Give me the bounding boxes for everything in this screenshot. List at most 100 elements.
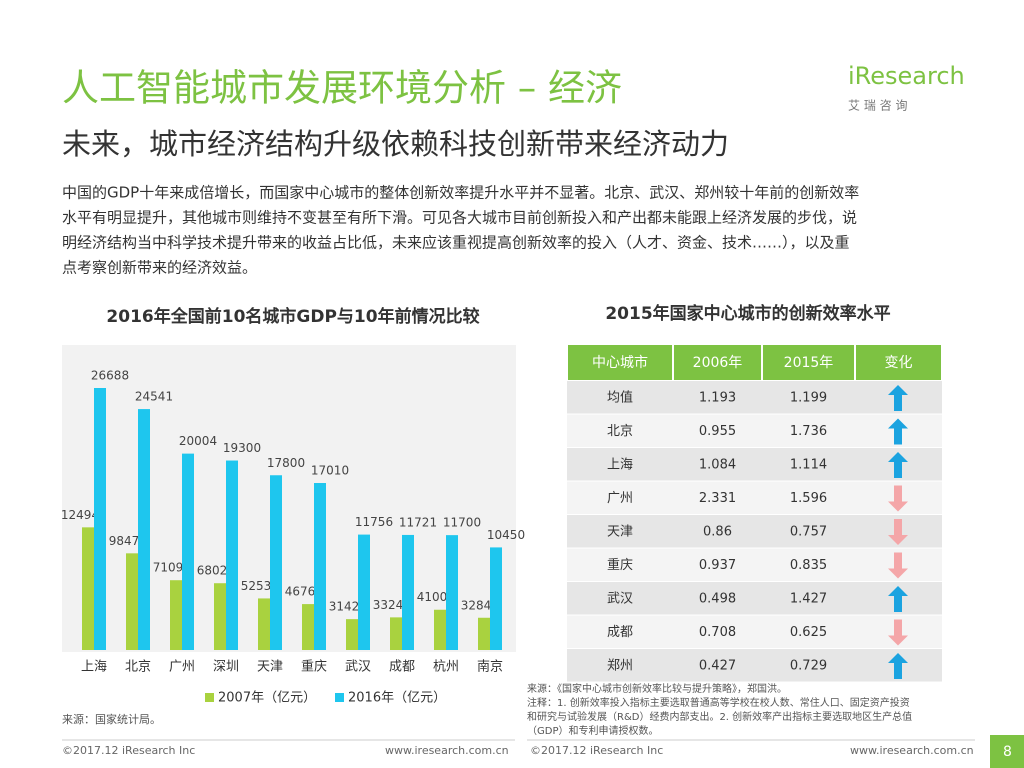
cell: 0.937: [699, 558, 736, 573]
bar: [446, 535, 458, 650]
header-cell: [568, 345, 672, 380]
header-text: 2015年: [784, 355, 834, 371]
x-tick-label: 广州: [169, 660, 195, 675]
cell: 广州: [607, 491, 633, 506]
row-bg: [567, 414, 942, 447]
row-bg: [567, 515, 942, 548]
value-label: 26688: [91, 369, 129, 383]
row-bg: [567, 582, 942, 615]
value-label: 3142: [329, 600, 360, 614]
legend-swatch: [205, 693, 214, 702]
arrow-down: [888, 485, 908, 512]
cell: 北京: [607, 424, 633, 439]
arrow-up: [888, 586, 908, 612]
cell: 0.708: [699, 625, 736, 640]
cell: 成都: [607, 625, 633, 640]
footer-copyright: ©2017.12 iResearch Inc: [62, 744, 195, 757]
cell: 1.427: [790, 592, 827, 607]
header-cell: [856, 345, 941, 380]
row-bg: [567, 548, 942, 581]
cell: 郑州: [607, 659, 633, 674]
chart-title: 2016年全国前10名城市GDP与10年前情况比较: [106, 306, 479, 327]
cell: 0.757: [790, 525, 827, 540]
cell: 天津: [607, 525, 633, 540]
row-bg: [567, 481, 942, 514]
value-label: 3284: [461, 598, 492, 612]
bar: [270, 475, 282, 650]
bar: [82, 527, 94, 650]
bar: [358, 534, 370, 650]
x-tick-label: 上海: [81, 660, 107, 675]
arrow-up: [888, 385, 908, 411]
value-label: 11700: [443, 516, 481, 530]
row-bg: [567, 615, 942, 648]
footer-copyright: ©2017.12 iResearch Inc: [530, 744, 663, 757]
bar: [226, 460, 238, 650]
value-label: 20004: [179, 434, 217, 448]
value-label: 17800: [267, 456, 305, 470]
bar: [478, 617, 490, 650]
cell: 1.596: [790, 491, 827, 506]
bar: [138, 409, 150, 650]
intro-line: 明经济结构当中科学技术提升带来的收益占比低，未来应该重视提高创新效率的投入（人才…: [62, 234, 850, 252]
bar: [302, 604, 314, 650]
page-badge: [990, 735, 1024, 768]
header-text: 中心城市: [592, 354, 648, 371]
cell: 武汉: [607, 592, 633, 607]
arrow-down: [888, 619, 908, 646]
cell: 2.331: [699, 491, 736, 506]
cell: 0.86: [703, 525, 732, 540]
bar: [170, 580, 182, 650]
cell: 1.193: [699, 391, 736, 406]
cell: 0.625: [790, 625, 827, 640]
bar: [258, 598, 270, 650]
bar: [94, 388, 106, 650]
arrow-up: [888, 418, 908, 445]
value-label: 12494: [61, 508, 99, 522]
row-bg: [567, 381, 942, 414]
arrow-down: [888, 519, 908, 545]
table-title: 2015年国家中心城市的创新效率水平: [605, 303, 890, 324]
bar: [434, 609, 446, 650]
bar: [314, 483, 326, 650]
table-source: 注释：1. 创新效率投入指标主要选取普通高等学校在校人数、常住人口、固定资产投资: [527, 696, 910, 709]
arrow-up: [888, 653, 908, 679]
subtitle: 未来，城市经济结构升级依赖科技创新带来经济动力: [62, 127, 729, 161]
x-tick-label: 杭州: [433, 660, 459, 675]
value-label: 4676: [285, 585, 316, 599]
arrow-up: [888, 452, 908, 478]
cell: 0.835: [790, 558, 827, 573]
bar: [182, 453, 194, 650]
table-source: 来源：《国家中心城市创新效率比较与提升策略》，郑国洪。: [527, 682, 787, 695]
value-label: 6802: [197, 564, 228, 578]
cell: 0.729: [790, 659, 827, 674]
value-label: 17010: [311, 464, 349, 478]
cell: 均值: [607, 390, 633, 406]
footer-url: www.iresearch.com.cn: [850, 744, 974, 757]
value-label: 5253: [241, 579, 272, 593]
value-label: 11721: [399, 515, 437, 529]
x-tick-label: 成都: [389, 660, 415, 675]
value-label: 3324: [373, 598, 404, 612]
cell: 1.084: [699, 458, 736, 473]
bar: [490, 547, 502, 650]
bar: [346, 619, 358, 650]
value-label: 4100: [417, 590, 448, 604]
logo-tagline: 艾 瑞 咨 询: [848, 98, 907, 113]
bar: [126, 553, 138, 650]
x-tick-label: 南京: [477, 659, 503, 675]
value-label: 11756: [355, 515, 393, 529]
cell: 0.498: [699, 592, 736, 607]
row-bg: [567, 448, 942, 481]
header-text: 2006年: [693, 355, 743, 371]
legend-label: 2007年（亿元）: [218, 691, 316, 706]
cell: 上海: [607, 458, 633, 473]
chart-source: 来源：国家统计局。: [62, 712, 161, 726]
header-cell: [674, 345, 761, 380]
page-number: 8: [1003, 744, 1012, 760]
table-source: （GDP）和专利申请授权数。: [527, 724, 658, 737]
row-bg: [567, 649, 942, 682]
bar: [214, 583, 226, 650]
value-label: 7109: [153, 561, 184, 575]
